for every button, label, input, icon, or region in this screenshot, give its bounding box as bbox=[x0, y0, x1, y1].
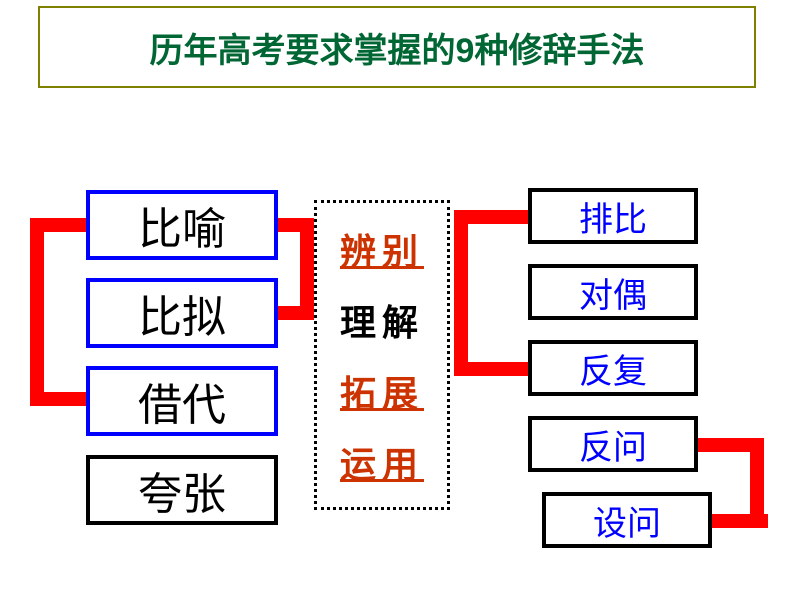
right-item-label: 反复 bbox=[579, 344, 647, 393]
center-item-1: 理解 bbox=[340, 294, 424, 346]
center-item-2: 拓展 bbox=[340, 365, 424, 417]
right-item-label: 对偶 bbox=[579, 268, 647, 317]
left-item-label: 比拟 bbox=[138, 281, 226, 345]
title-box: 历年高考要求掌握的9种修辞手法 bbox=[38, 6, 756, 88]
left-item-3: 夸张 bbox=[86, 455, 278, 525]
page-title: 历年高考要求掌握的9种修辞手法 bbox=[40, 8, 754, 86]
center-box: 辨别理解拓展运用 bbox=[314, 200, 450, 510]
right-item-0: 排比 bbox=[528, 188, 698, 244]
right-item-4: 设问 bbox=[542, 492, 712, 548]
right-item-label: 排比 bbox=[579, 192, 647, 241]
connector bbox=[30, 392, 86, 406]
left-item-label: 比喻 bbox=[138, 193, 226, 257]
right-item-3: 反问 bbox=[528, 416, 698, 472]
left-item-0: 比喻 bbox=[86, 190, 278, 260]
right-item-label: 设问 bbox=[593, 496, 661, 545]
connector bbox=[750, 438, 764, 528]
right-item-2: 反复 bbox=[528, 340, 698, 396]
right-item-label: 反问 bbox=[579, 420, 647, 469]
left-item-2: 借代 bbox=[86, 366, 278, 436]
left-item-label: 借代 bbox=[138, 369, 226, 433]
connector bbox=[30, 218, 44, 406]
center-item-0: 辨别 bbox=[340, 223, 424, 275]
left-item-1: 比拟 bbox=[86, 278, 278, 348]
connector bbox=[454, 210, 468, 372]
connector bbox=[300, 218, 314, 318]
center-item-3: 运用 bbox=[340, 436, 424, 488]
connector bbox=[698, 438, 754, 452]
left-item-label: 夸张 bbox=[138, 458, 226, 522]
right-item-1: 对偶 bbox=[528, 264, 698, 320]
